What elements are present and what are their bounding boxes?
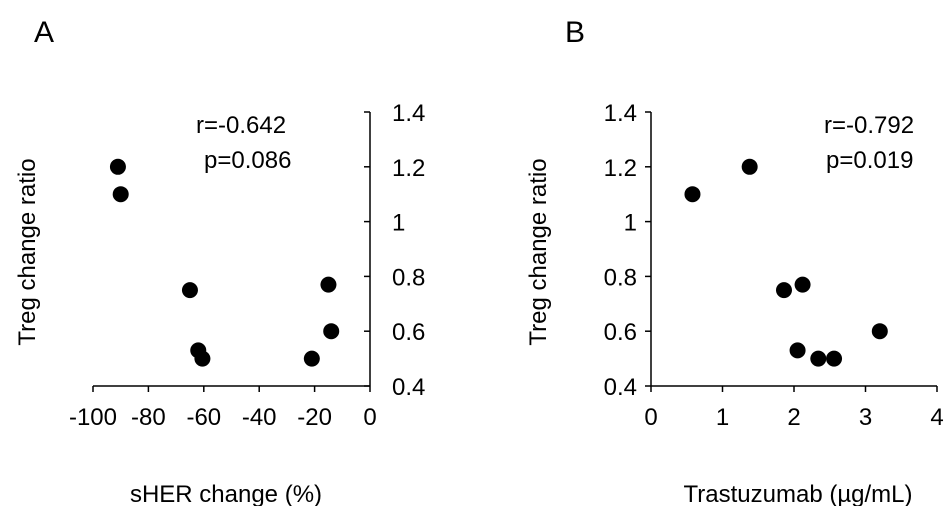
panel-a-points [109, 158, 340, 367]
panel-a-y-tick-label: 0.6 [392, 319, 425, 346]
panel-a-data-point [323, 323, 340, 340]
panel-a-data-point [320, 276, 337, 293]
panel-a-y-tick-label: 0.4 [392, 374, 425, 401]
panel-b-x-tick-label: 0 [644, 404, 657, 431]
panel-b-x-tick-label: 4 [930, 404, 943, 431]
panel-b-y-tick-label: 1.4 [604, 100, 637, 127]
panel-b-ticks: 0 1 2 3 4 0.4 0.6 0.8 1 1.2 1.4 [604, 100, 944, 431]
panel-b-data-point [741, 158, 758, 175]
panel-a-xlabel: sHER change (%) [130, 481, 322, 506]
panel-a-p-value: p=0.086 [204, 147, 291, 174]
panel-b-data-point [871, 323, 888, 340]
panel-b-y-tick-label: 0.8 [604, 264, 637, 291]
panel-b-data-point [810, 350, 827, 367]
panel-b-x-tick-label: 1 [716, 404, 729, 431]
panel-b-points [684, 158, 888, 367]
panel-b-data-point [684, 186, 701, 203]
panel-b-data-point [789, 342, 806, 359]
panel-a-x-tick-label: -60 [186, 404, 221, 431]
panel-a-x-tick-label: 0 [363, 404, 376, 431]
panel-b-x-tick-label: 2 [787, 404, 800, 431]
panel-b-y-tick-label: 1.2 [604, 155, 637, 182]
panel-a-data-point [194, 350, 211, 367]
panel-a-y-tick-label: 1.4 [392, 100, 425, 127]
panel-b-p-value: p=0.019 [826, 147, 913, 174]
panel-a-data-point [303, 350, 320, 367]
panel-a-x-tick-label: -40 [242, 404, 277, 431]
panel-a-y-tick-label: 1 [392, 210, 405, 237]
panel-a: A -100 -80 -60 -40 -20 0 0.4 0.6 0.8 1 1.2 1.4 r=-0… [14, 16, 425, 506]
panel-a-y-tick-label: 0.8 [392, 264, 425, 291]
panel-b: B 0 1 2 3 4 0.4 0.6 0.8 1 1.2 1.4 r=-0.792 p=0.019… [525, 16, 944, 506]
panel-a-ylabel: Treg change ratio [14, 158, 41, 345]
panel-b-data-point [826, 350, 843, 367]
panel-a-letter: A [34, 16, 54, 49]
panel-a-data-point [181, 282, 198, 299]
panel-b-x-tick-label: 3 [859, 404, 872, 431]
panel-a-ticks: -100 -80 -60 -40 -20 0 0.4 0.6 0.8 1 1.2 1.4 [69, 100, 425, 431]
panel-a-data-point [109, 158, 126, 175]
panel-b-data-point [775, 282, 792, 299]
panel-b-ylabel: Treg change ratio [525, 158, 552, 345]
panel-b-y-tick-label: 0.4 [604, 374, 637, 401]
panel-b-y-tick-label: 1 [624, 210, 637, 237]
panel-a-y-tick-label: 1.2 [392, 155, 425, 182]
panel-a-r-value: r=-0.642 [196, 112, 286, 139]
panel-a-data-point [112, 186, 129, 203]
panel-b-data-point [794, 276, 811, 293]
panel-a-x-tick-label: -100 [69, 404, 117, 431]
panel-a-x-tick-label: -20 [297, 404, 332, 431]
panel-b-y-tick-label: 0.6 [604, 319, 637, 346]
panel-b-letter: B [565, 16, 585, 49]
panel-b-xlabel: Trastuzumab (µg/mL) [684, 481, 913, 506]
panel-b-r-value: r=-0.792 [824, 112, 914, 139]
panel-a-x-tick-label: -80 [131, 404, 166, 431]
